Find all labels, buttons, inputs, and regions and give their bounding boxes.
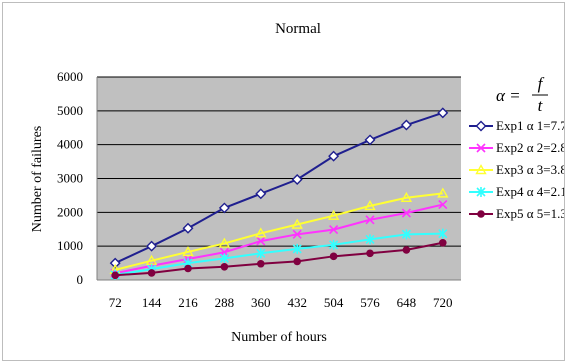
x-tick-labels: 72 144 216 288 360 432 504 576 648 720: [109, 295, 453, 310]
data-point: [182, 245, 194, 257]
data-point: [438, 199, 448, 210]
line-chart: Normal 0 1000 2000 3000 4000 5000 6000 72 144 21…: [30, 21, 564, 345]
x-tick-label: 648: [397, 295, 417, 310]
legend-label: Exp1 α 1=7.7: [496, 118, 564, 133]
legend-item: Exp5 α 5=1.3: [469, 206, 564, 221]
x-tick-label: 216: [178, 295, 198, 310]
data-point: [364, 134, 376, 146]
y-tick-label: 6000: [57, 69, 83, 84]
y-axis-title: Number of failures: [30, 126, 45, 233]
legend-label: Exp4 α 4=2.1: [496, 184, 564, 199]
data-point: [477, 210, 485, 218]
y-tick-labels: 0 1000 2000 3000 4000 5000 6000: [57, 69, 83, 287]
legend-label: Exp5 α 5=1.3: [496, 206, 564, 221]
data-point: [291, 174, 303, 186]
legend-item: Exp4 α 4=2.1: [469, 184, 564, 199]
x-tick-label: 72: [109, 295, 122, 310]
data-point: [109, 257, 121, 269]
data-point: [437, 187, 449, 198]
x-tick-label: 432: [287, 295, 307, 310]
chart-title: Normal: [275, 21, 321, 37]
data-point: [329, 252, 338, 261]
data-point: [400, 191, 413, 202]
data-point: [475, 164, 487, 175]
data-point: [255, 188, 267, 200]
data-point: [401, 229, 411, 240]
data-point: [365, 215, 375, 225]
y-tick-label: 4000: [57, 137, 83, 152]
data-point: [292, 229, 302, 239]
series-line: [115, 241, 443, 277]
data-point: [329, 225, 339, 235]
y-tick-label: 1000: [57, 238, 83, 253]
data-point: [366, 249, 374, 258]
y-tick-label: 3000: [57, 171, 83, 186]
data-point: [218, 237, 231, 248]
legend-label: Exp3 α 3=3.8: [496, 162, 564, 177]
data-point: [292, 243, 302, 254]
legend-label: Exp2 α 2=2.8: [496, 140, 564, 155]
data-point: [291, 218, 303, 229]
data-point: [327, 209, 340, 220]
x-tick-label: 720: [433, 295, 453, 310]
series-5: [111, 238, 447, 280]
data-point: [439, 238, 447, 247]
data-point: [147, 269, 156, 277]
legend-item: Exp2 α 2=2.8: [469, 140, 564, 155]
legend: Exp1 α 1=7.7 Exp2 α 2=2.8 Exp3 α 3=3.8 Exp4…: [469, 118, 564, 221]
legend-item: Exp1 α 1=7.7: [469, 118, 564, 133]
formula-denominator: t: [538, 96, 544, 115]
x-tick-label: 504: [324, 295, 344, 310]
data-point: [218, 202, 230, 214]
data-point: [438, 228, 448, 239]
data-point: [401, 208, 411, 218]
data-point: [475, 120, 487, 132]
data-point: [184, 264, 192, 273]
data-point: [365, 234, 375, 245]
data-point: [220, 263, 229, 271]
data-point: [476, 143, 486, 153]
data-point: [293, 257, 302, 266]
data-point: [364, 199, 376, 211]
gridlines: [97, 76, 461, 247]
data-point: [476, 187, 486, 197]
data-point: [256, 236, 266, 246]
y-tick-label: 5000: [57, 103, 83, 118]
data-point: [402, 246, 411, 254]
data-point: [329, 239, 339, 250]
x-axis-title: Number of hours: [231, 330, 327, 345]
series-line: [114, 203, 444, 275]
data-point: [257, 259, 265, 268]
data-point: [219, 253, 229, 264]
x-tick-label: 288: [215, 295, 235, 310]
data-point: [111, 271, 119, 280]
series-1: [109, 107, 449, 269]
y-tick-label: 2000: [57, 204, 83, 219]
data-point: [146, 240, 158, 252]
series-layer: [109, 107, 449, 280]
data-point: [437, 107, 449, 119]
data-point: [182, 222, 194, 234]
series-line: [115, 232, 443, 276]
formula-numerator: f: [538, 74, 545, 93]
x-tick-label: 360: [251, 295, 271, 310]
x-tick-label: 144: [142, 295, 162, 310]
alpha-formula: α = f t: [496, 74, 548, 115]
data-point: [256, 248, 266, 259]
y-tick-label: 0: [77, 272, 84, 287]
formula-lhs: α =: [496, 86, 521, 105]
series-line: [114, 111, 444, 264]
data-point: [255, 227, 267, 238]
series-line: [114, 192, 443, 271]
data-point: [328, 150, 340, 162]
x-tick-label: 576: [360, 295, 380, 310]
data-point: [400, 119, 412, 131]
legend-item: Exp3 α 3=3.8: [469, 162, 564, 177]
